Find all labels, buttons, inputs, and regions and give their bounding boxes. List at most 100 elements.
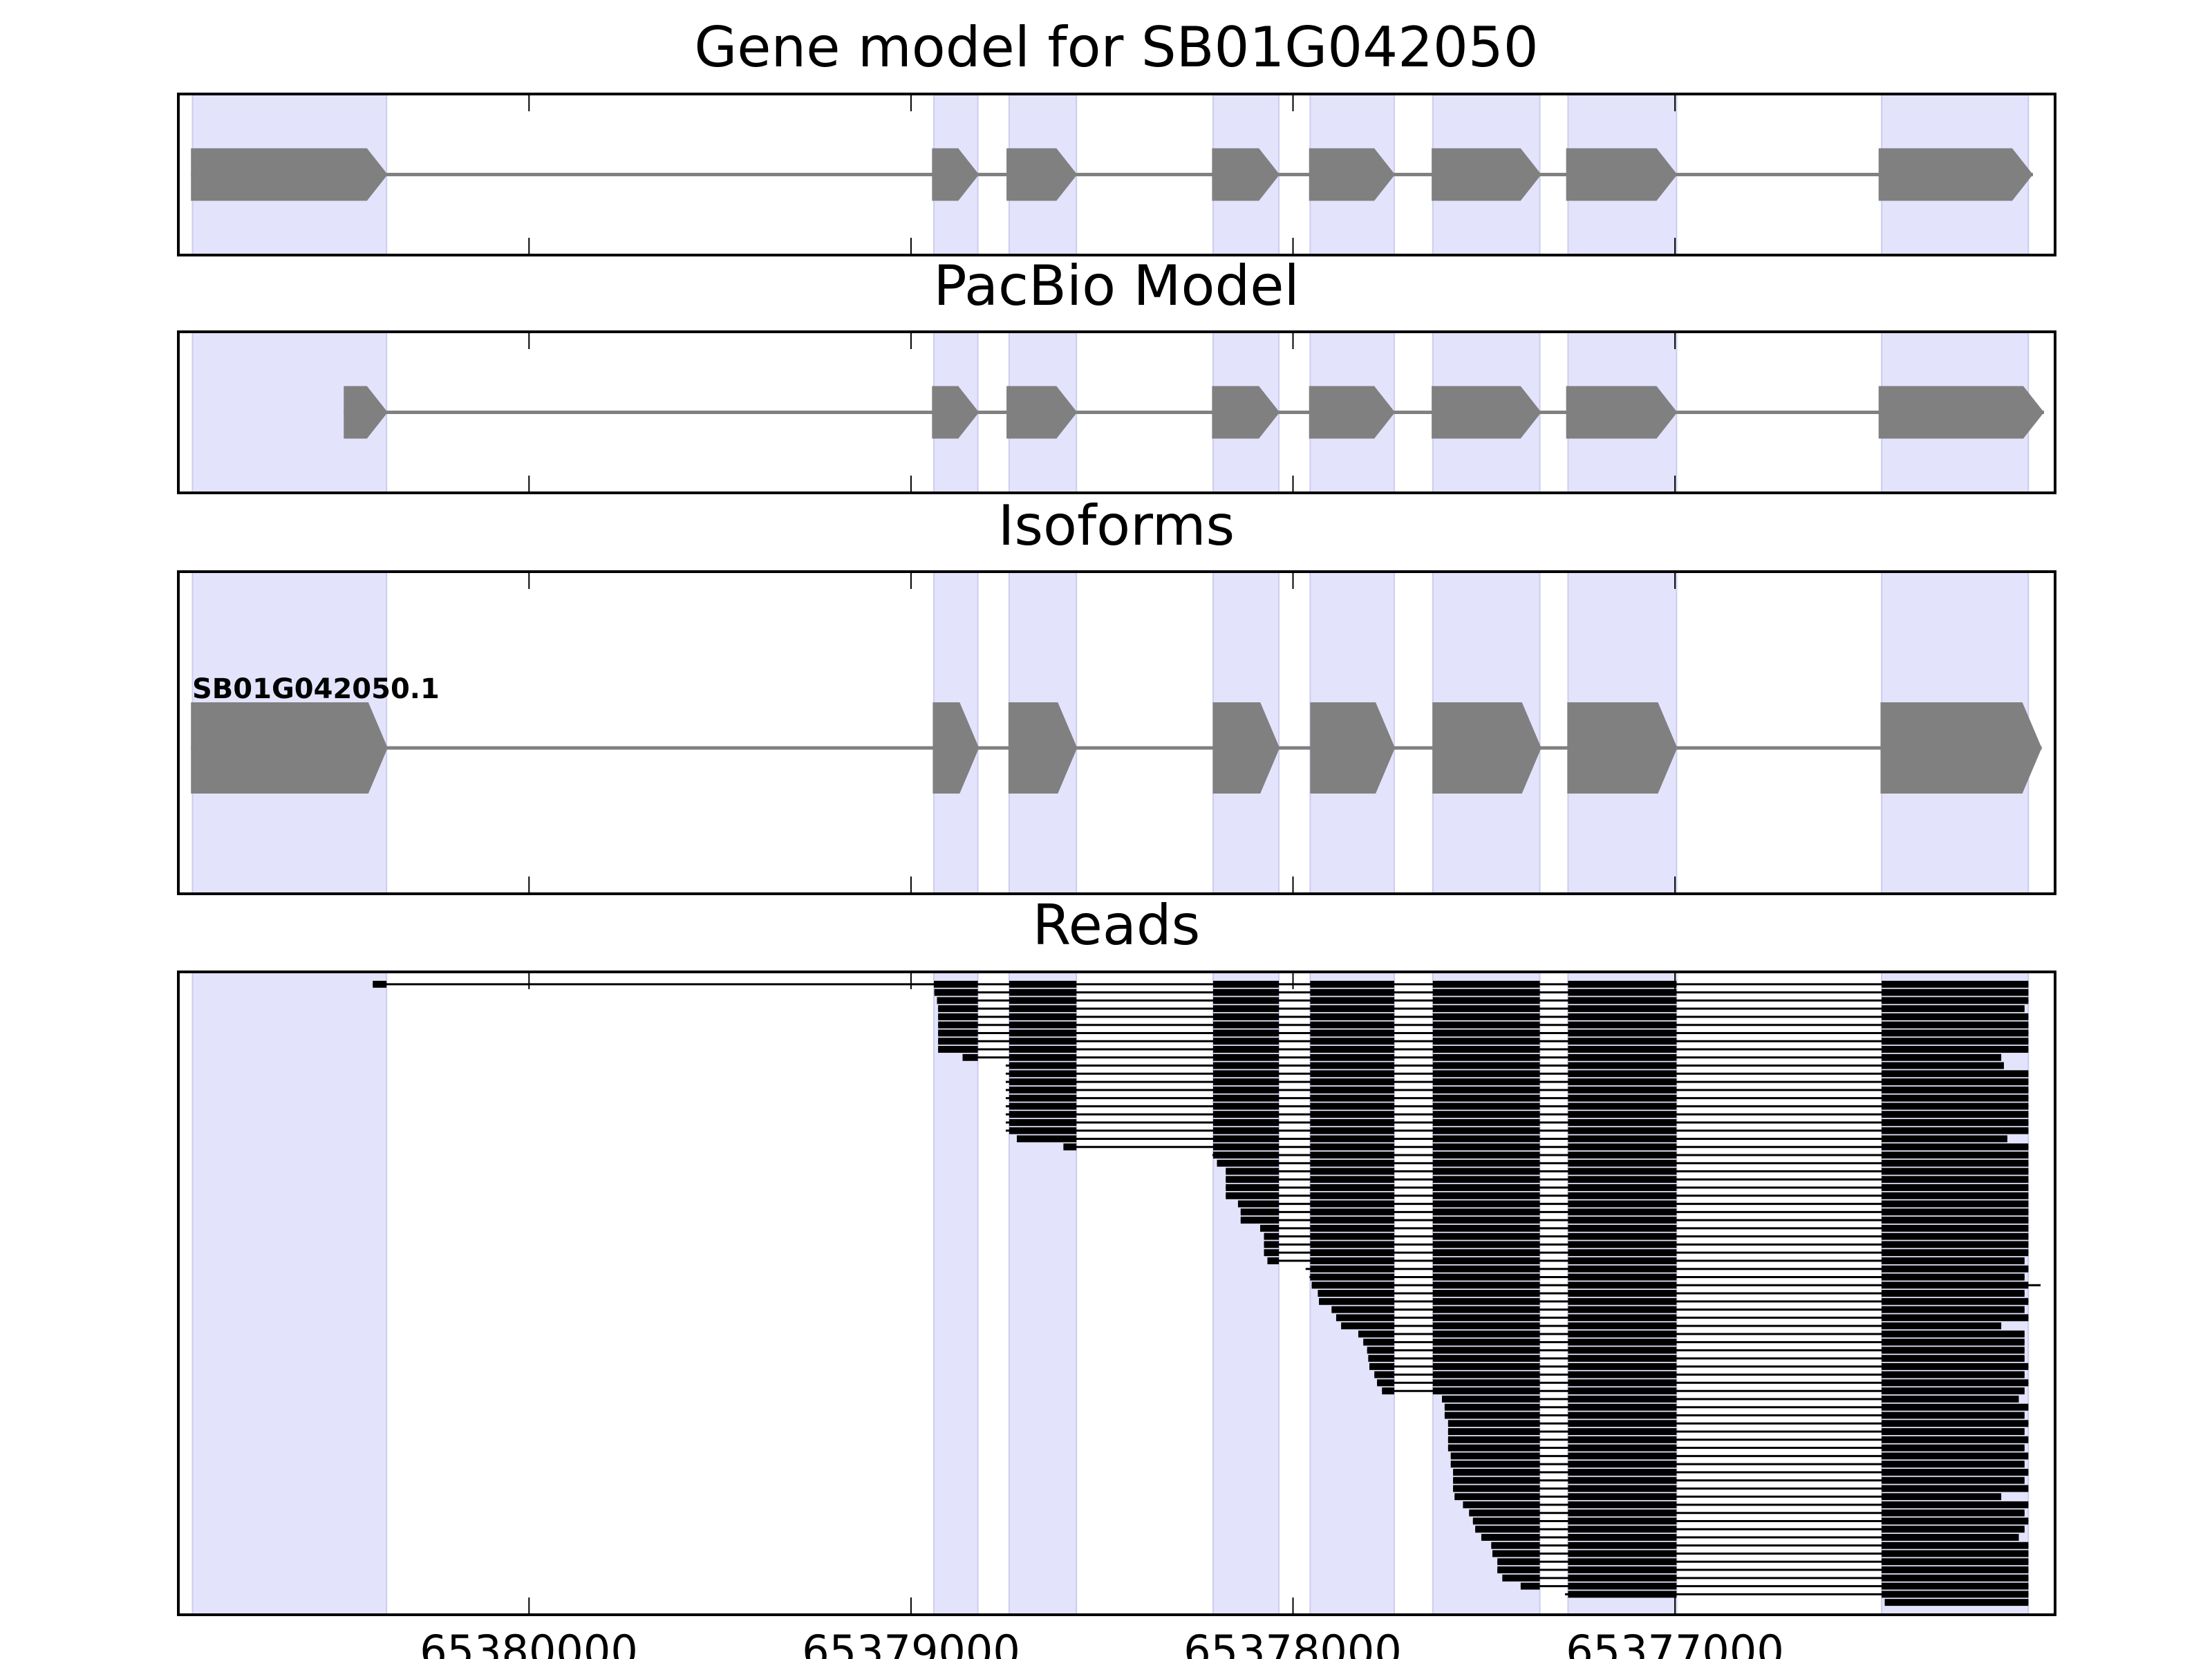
- read-block: [1213, 1143, 1280, 1151]
- read-block: [1568, 1403, 1677, 1411]
- read-block: [1568, 1420, 1677, 1427]
- read-block: [1310, 1062, 1394, 1069]
- read-block: [1882, 1338, 2025, 1346]
- read-block: [1310, 1192, 1394, 1199]
- read-block: [1310, 1249, 1394, 1257]
- read-block: [1213, 1013, 1280, 1020]
- read-block: [1463, 1501, 1540, 1508]
- read-block: [1432, 1379, 1540, 1387]
- read-block: [1432, 1070, 1540, 1078]
- read-block: [1310, 1265, 1394, 1273]
- read-block: [1226, 1176, 1280, 1183]
- read-block: [1264, 1241, 1280, 1248]
- read-block: [1882, 1591, 2029, 1598]
- read-block: [1882, 1241, 2029, 1248]
- exon-block: [1006, 386, 1078, 439]
- read-block: [1432, 1362, 1540, 1370]
- exon-block: [932, 148, 980, 201]
- read-block: [1009, 1013, 1077, 1020]
- read-block: [1882, 1468, 2029, 1476]
- read-block: [1310, 1200, 1394, 1208]
- read-block: [1432, 1005, 1540, 1013]
- read-block: [1226, 1184, 1280, 1192]
- read-block: [1432, 1257, 1540, 1264]
- read-block: [1568, 1533, 1677, 1541]
- read-block: [1882, 1232, 2029, 1240]
- read-block: [1882, 1574, 2029, 1582]
- read-block: [1882, 1062, 2004, 1069]
- read-block: [1432, 1297, 1540, 1305]
- read-block: [1882, 1517, 2029, 1525]
- isoform-label: SB01G042050.1: [192, 673, 440, 705]
- read-block: [1432, 1143, 1540, 1151]
- read-block: [1568, 1509, 1677, 1517]
- read-block: [1310, 1103, 1394, 1110]
- read-block: [1882, 997, 2029, 1004]
- exon-block: [1212, 386, 1280, 439]
- read-block: [1568, 1347, 1677, 1354]
- read-block: [1568, 980, 1677, 988]
- read-block: [938, 1021, 978, 1029]
- read-block: [1310, 1046, 1394, 1053]
- read-block: [1568, 1485, 1677, 1492]
- read-block: [1568, 1184, 1677, 1192]
- read-block: [1882, 1362, 2029, 1370]
- read-block: [1568, 1452, 1677, 1460]
- read-block: [1882, 1053, 2002, 1061]
- x-tick-label: 65378000: [1183, 1626, 1402, 1659]
- read-block: [1450, 1461, 1540, 1468]
- read-block: [1310, 1168, 1394, 1175]
- x-tick-label: 65379000: [802, 1626, 1020, 1659]
- read-block: [934, 980, 978, 988]
- read-block: [1568, 1200, 1677, 1208]
- read-block: [1063, 1143, 1077, 1151]
- read-block: [1009, 997, 1077, 1004]
- read-block: [1568, 1224, 1677, 1232]
- read-block: [1311, 1282, 1394, 1289]
- read-block: [1568, 1070, 1677, 1078]
- read-block: [1009, 1046, 1077, 1053]
- read-block: [1213, 1053, 1280, 1061]
- read-block: [1009, 1062, 1077, 1069]
- read-block: [1882, 1094, 2029, 1102]
- read-block: [1882, 1330, 2025, 1338]
- panel-title-reads: Reads: [1033, 893, 1201, 957]
- exon-block: [1432, 386, 1541, 439]
- read-block: [1568, 1021, 1677, 1029]
- read-block: [1568, 1078, 1677, 1086]
- read-block: [1447, 1420, 1540, 1427]
- read-block: [1882, 1273, 2025, 1281]
- read-block: [1882, 1550, 2029, 1557]
- read-block: [1568, 1550, 1677, 1557]
- x-tick-label: 65380000: [420, 1626, 638, 1659]
- panel-title-pacbio: PacBio Model: [933, 254, 1299, 318]
- read-block: [1213, 1127, 1280, 1134]
- read-block: [1432, 1135, 1540, 1143]
- read-block: [1568, 1241, 1677, 1248]
- read-block: [1213, 988, 1280, 996]
- read-block: [1310, 1135, 1394, 1143]
- read-block: [1568, 1387, 1677, 1395]
- read-block: [1213, 1046, 1280, 1053]
- read-block: [1568, 1127, 1677, 1134]
- read-block: [1009, 1103, 1077, 1110]
- read-block: [1016, 1135, 1077, 1143]
- read-block: [1568, 1135, 1677, 1143]
- read-block: [1882, 1070, 2029, 1078]
- read-block: [1213, 1151, 1280, 1159]
- read-block: [1882, 1428, 2025, 1436]
- read-block: [1568, 1371, 1677, 1378]
- read-block: [1213, 1070, 1280, 1078]
- read-block: [1568, 1493, 1677, 1501]
- read-block: [1882, 1403, 2029, 1411]
- read-block: [1882, 1461, 2025, 1468]
- read-block: [1882, 1477, 2025, 1484]
- read-block: [1882, 1306, 2025, 1313]
- read-block: [1568, 1297, 1677, 1305]
- read-block: [1568, 997, 1677, 1004]
- read-block: [1453, 1477, 1540, 1484]
- read-block: [1310, 1013, 1394, 1020]
- read-block: [1882, 1297, 2029, 1305]
- read-block: [1568, 1461, 1677, 1468]
- read-block: [1310, 1078, 1394, 1086]
